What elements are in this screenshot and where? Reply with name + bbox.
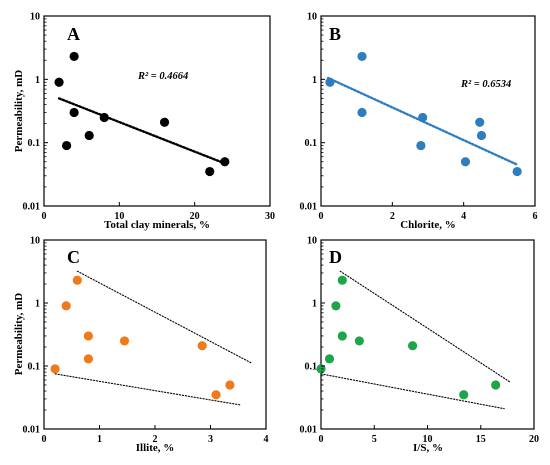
data-point-b-5 [418, 112, 428, 123]
y-tick-label-a-2: 1 [35, 75, 40, 86]
panel-letter-c: C [67, 247, 80, 267]
data-point-c-1 [50, 364, 60, 374]
x-tick-label-c-1: 1 [97, 434, 102, 445]
y-tick-label-b-3: 10 [307, 12, 317, 23]
data-point-a-7 [159, 117, 170, 127]
x-tick-label-b-0: 0 [319, 211, 324, 222]
x-tick-label-b-1: 2 [390, 211, 395, 222]
data-point-c-7 [197, 341, 207, 351]
data-point-d-7 [407, 341, 418, 351]
data-point-c-6 [119, 336, 130, 346]
x-tick-label-d-4: 20 [529, 434, 539, 445]
data-point-b-7 [475, 117, 485, 127]
data-point-d-4 [337, 275, 347, 285]
y-tick-label-d-0: 0.01 [300, 425, 318, 436]
data-point-d-6 [354, 336, 364, 346]
y-axis-label-a: Permeability, mD [13, 70, 25, 153]
data-point-c-8 [211, 390, 221, 400]
data-point-c-3 [72, 275, 82, 285]
envelope-line-d-1 [339, 270, 512, 383]
panel-b: 0.01 0.1 1 10 0 2 4 6 B R² = 0.6534 Chlorite, % [300, 12, 538, 232]
envelope-line-d-2 [320, 373, 505, 410]
x-axis-label-c: Illite, % [136, 442, 175, 454]
x-axis-label-d: I/S, % [413, 442, 443, 454]
x-tick-label-a-1: 10 [114, 211, 124, 222]
x-tick-label-d-3: 15 [476, 434, 486, 445]
y-tick-label-c-1: 0.1 [28, 362, 41, 373]
y-tick-label-b-2: 1 [312, 75, 317, 86]
y-tick-label-b-1: 0.1 [305, 138, 318, 149]
y-tick-label-a-3: 10 [30, 12, 40, 23]
r-squared-label-b: R² = 0.6534 [460, 79, 511, 90]
data-point-b-6 [460, 157, 471, 167]
envelope-line-c-1 [76, 270, 253, 364]
data-point-d-5 [337, 331, 347, 341]
plot-frame-d [320, 239, 535, 430]
data-point-b-4 [416, 140, 426, 151]
data-point-a-5 [84, 130, 94, 141]
data-point-a-4 [69, 107, 79, 118]
x-tick-label-c-2: 2 [153, 434, 158, 445]
x-tick-label-c-3: 3 [208, 434, 213, 445]
x-tick-label-c-4: 4 [264, 434, 269, 445]
x-tick-label-b-2: 4 [461, 211, 466, 222]
x-tick-label-c-0: 0 [42, 434, 47, 445]
data-point-b-8 [476, 130, 487, 141]
data-point-c-2 [61, 301, 71, 311]
data-point-d-3 [331, 301, 341, 311]
y-tick-label-d-1: 0.1 [305, 362, 318, 373]
y-tick-label-c-0: 0.01 [23, 425, 41, 436]
data-point-a-9 [220, 157, 230, 167]
data-point-b-9 [512, 166, 522, 177]
panel-a: 0.01 0.1 1 10 0 10 20 30 A R² = 0.4664 Permeabi… [13, 12, 275, 232]
y-tick-label-b-0: 0.01 [300, 202, 318, 213]
x-tick-label-d-0: 0 [319, 434, 324, 445]
y-tick-label-a-0: 0.01 [23, 202, 41, 213]
panel-c: 0.01 0.1 1 10 0 1 2 3 4 C Permeability, mD Illit… [13, 236, 269, 455]
data-point-a-6 [99, 112, 109, 123]
data-point-b-2 [357, 51, 367, 62]
data-point-d-2 [324, 354, 335, 364]
envelope-line-c-2 [54, 373, 242, 406]
x-tick-label-a-3: 30 [265, 211, 275, 222]
y-tick-label-d-3: 10 [307, 236, 317, 247]
data-point-b-1 [325, 77, 335, 87]
panel-letter-a: A [67, 24, 80, 44]
data-point-a-8 [205, 166, 215, 177]
r-squared-label-a: R² = 0.4664 [137, 71, 188, 82]
data-point-d-8 [459, 390, 469, 400]
panel-letter-b: B [329, 24, 341, 44]
x-tick-label-d-1: 5 [372, 434, 377, 445]
data-point-c-9 [225, 380, 235, 390]
x-tick-label-b-3: 6 [533, 211, 538, 222]
data-point-d-9 [491, 380, 501, 390]
x-axis-label-a: Total clay minerals, % [104, 219, 210, 231]
x-tick-label-a-2: 20 [190, 211, 200, 222]
x-axis-label-b: Chlorite, % [400, 219, 456, 231]
panel-d: 0.01 0.1 1 10 0 5 10 15 20 D I/S, % [300, 236, 540, 455]
data-point-a-3 [69, 51, 79, 62]
y-tick-label-c-2: 1 [35, 299, 40, 310]
panel-letter-d: D [329, 247, 342, 267]
y-tick-label-c-3: 10 [30, 236, 40, 247]
y-tick-label-a-1: 0.1 [28, 138, 41, 149]
x-tick-label-d-2: 10 [423, 434, 433, 445]
data-point-a-1 [54, 77, 64, 87]
plot-frame-b [320, 15, 536, 207]
data-point-c-4 [83, 331, 93, 341]
data-point-b-3 [357, 107, 367, 118]
trendline-a [57, 97, 227, 165]
x-tick-label-a-0: 0 [42, 211, 47, 222]
plot-frame-a [43, 15, 271, 207]
data-point-a-2 [62, 140, 72, 151]
y-tick-label-d-2: 1 [312, 299, 317, 310]
plot-frame-c [43, 239, 267, 430]
y-axis-label-c: Permeability, mD [13, 293, 25, 376]
data-point-c-5 [83, 354, 93, 364]
